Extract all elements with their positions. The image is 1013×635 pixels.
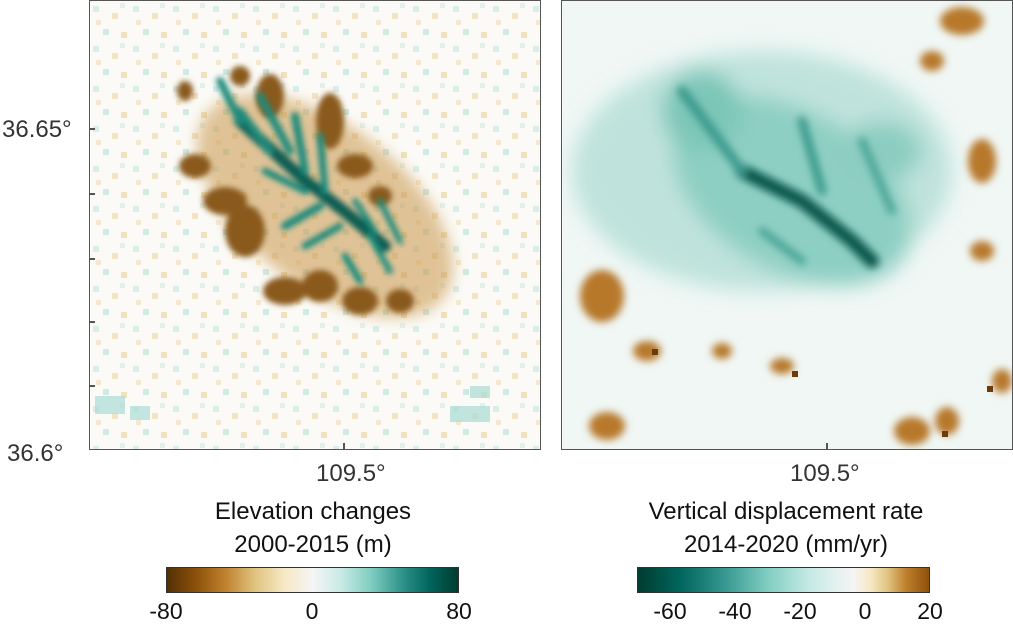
left-colorbar <box>166 567 459 593</box>
x-tick <box>826 443 828 449</box>
y-tick-label-2: 36.6° <box>7 440 64 467</box>
y-tick-label-1: 36.65° <box>2 116 72 143</box>
y-tick <box>89 128 95 130</box>
x-tick-label-left: 109.5° <box>316 460 386 487</box>
left-title-line1: Elevation changes <box>214 498 412 525</box>
left-cbar-tick: 0 <box>305 598 319 624</box>
right-title-line2: 2014-2020 (mm/yr) <box>683 531 889 558</box>
elevation-change-image <box>90 1 540 449</box>
right-title-line1: Vertical displacement rate <box>648 498 924 525</box>
y-tick <box>89 385 95 387</box>
elevation-change-map <box>89 0 541 450</box>
x-tick <box>343 443 345 449</box>
right-cbar-tick: -20 <box>783 598 817 624</box>
left-cbar-tick: 80 <box>446 598 472 624</box>
y-tick <box>89 193 95 195</box>
right-cbar-tick: -60 <box>653 598 687 624</box>
y-tick <box>89 321 95 323</box>
left-title-line2: 2000-2015 (m) <box>234 531 392 558</box>
right-cbar-tick: 20 <box>917 598 943 624</box>
right-cbar-tick: 0 <box>858 598 872 624</box>
right-colorbar <box>637 567 930 593</box>
left-cbar-tick: -80 <box>149 598 183 624</box>
displacement-rate-image <box>572 7 1012 445</box>
y-tick <box>89 258 95 260</box>
x-tick-label-right: 109.5° <box>790 460 860 487</box>
displacement-rate-map <box>561 0 1013 450</box>
right-cbar-tick: -40 <box>718 598 752 624</box>
